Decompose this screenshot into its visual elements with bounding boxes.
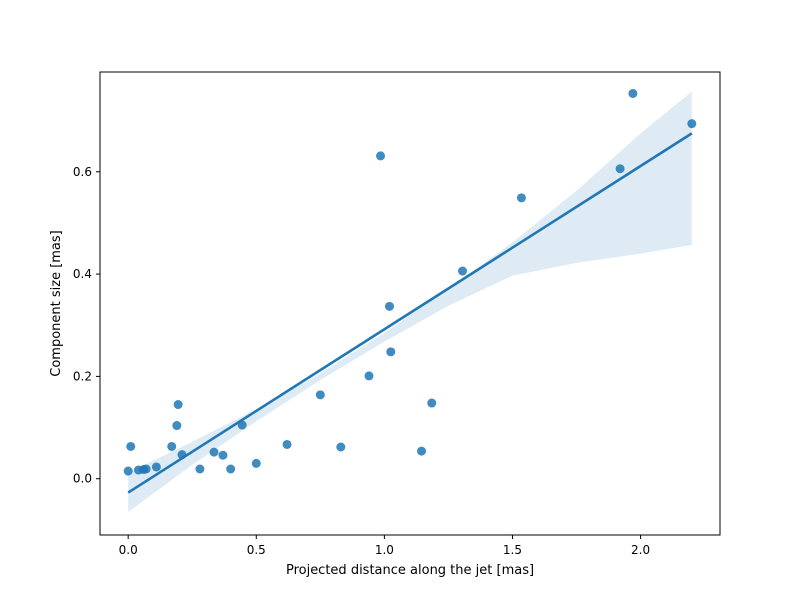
data-point (516, 193, 526, 203)
data-point (427, 398, 437, 408)
data-point (167, 441, 177, 451)
data-point (687, 119, 697, 129)
x-axis-ticks: 0.0 0.5 1.0 1.5 2.0 (119, 535, 650, 557)
data-point (458, 266, 468, 276)
x-tick-label: 1.5 (503, 543, 522, 557)
regression-line-layer (127, 132, 693, 494)
data-point (177, 450, 187, 460)
data-point (209, 447, 219, 457)
data-points-layer (123, 88, 697, 476)
regression-line (127, 132, 693, 494)
data-point (417, 446, 427, 456)
x-tick-label: 0.0 (119, 543, 138, 557)
data-point (126, 441, 136, 451)
x-axis-label: Projected distance along the jet [mas] (286, 563, 534, 578)
confidence-band (128, 91, 692, 512)
data-point (123, 466, 133, 476)
data-point (315, 390, 325, 400)
data-point (172, 421, 182, 431)
data-point (386, 347, 396, 357)
y-tick-label: 0.0 (73, 472, 92, 486)
data-point (364, 371, 374, 381)
y-axis-ticks: 0.0 0.2 0.4 0.6 (73, 165, 100, 486)
data-point (615, 164, 625, 174)
data-point (151, 462, 161, 472)
data-point (336, 442, 346, 452)
y-tick-label: 0.4 (73, 267, 92, 281)
x-tick-label: 1.0 (375, 543, 394, 557)
confidence-band-layer (128, 91, 692, 512)
data-point (141, 464, 151, 474)
data-point (628, 88, 638, 98)
data-point (251, 458, 261, 468)
data-point (218, 450, 228, 460)
data-point (237, 420, 247, 430)
x-tick-label: 0.5 (247, 543, 266, 557)
data-point (195, 464, 205, 474)
y-axis-label: Component size [mas] (49, 230, 64, 377)
data-point (385, 301, 395, 311)
y-tick-label: 0.6 (73, 165, 92, 179)
x-tick-label: 2.0 (631, 543, 650, 557)
data-point (282, 439, 292, 449)
y-tick-label: 0.2 (73, 369, 92, 383)
plot-frame (99, 71, 721, 536)
data-point (226, 464, 236, 474)
data-point (173, 400, 183, 410)
data-point (376, 151, 386, 161)
